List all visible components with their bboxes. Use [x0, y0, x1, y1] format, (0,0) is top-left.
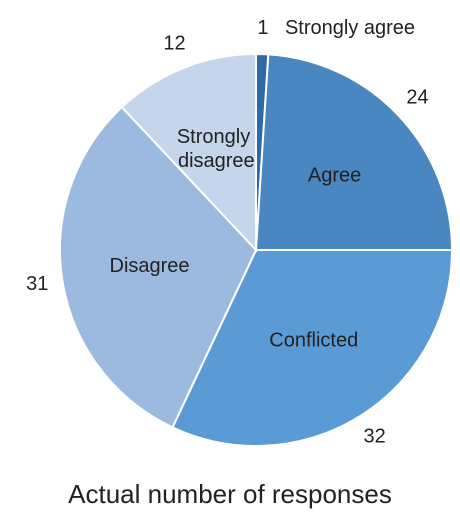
category-label: Conflicted [269, 329, 358, 351]
value-label: 12 [163, 32, 185, 54]
pie-slice [171, 249, 454, 447]
pie-slice [254, 53, 454, 251]
value-label: 24 [406, 87, 428, 109]
value-label: 32 [364, 425, 386, 447]
chart-title: Actual number of responses [68, 479, 392, 509]
category-label: Disagree [110, 255, 190, 277]
category-label: Strongly disagree [177, 126, 256, 172]
value-label: 31 [26, 273, 48, 295]
value-label: 1 [257, 17, 268, 39]
pie-slice [59, 105, 258, 429]
category-label: Strongly agree [285, 17, 415, 39]
category-label: Agree [308, 164, 361, 186]
pie-slice [120, 52, 257, 253]
